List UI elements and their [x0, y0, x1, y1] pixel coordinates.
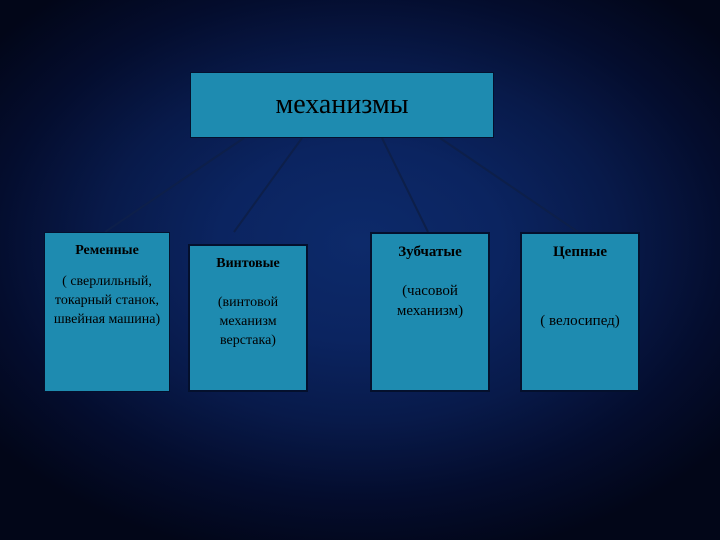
- child-node-2: Зубчатые (часовой механизм): [370, 232, 490, 392]
- child-node-0: Ременные ( сверлильный, токарный станок,…: [44, 232, 170, 392]
- child-title-2: Зубчатые: [378, 244, 482, 261]
- root-label: механизмы: [276, 89, 409, 121]
- child-title-0: Ременные: [51, 243, 163, 259]
- child-example-2: (часовой механизм): [378, 281, 482, 322]
- child-node-3: Цепные ( велосипед): [520, 232, 640, 392]
- child-example-0: ( сверлильный, токарный станок, швейная …: [51, 273, 163, 330]
- child-example-1: (винтовой механизм верстака): [196, 294, 300, 351]
- child-title-1: Винтовые: [196, 256, 300, 272]
- child-node-1: Винтовые (винтовой механизм верстака): [188, 244, 308, 392]
- root-node: механизмы: [190, 72, 494, 138]
- child-example-3: ( велосипед): [528, 311, 632, 331]
- child-title-3: Цепные: [528, 244, 632, 261]
